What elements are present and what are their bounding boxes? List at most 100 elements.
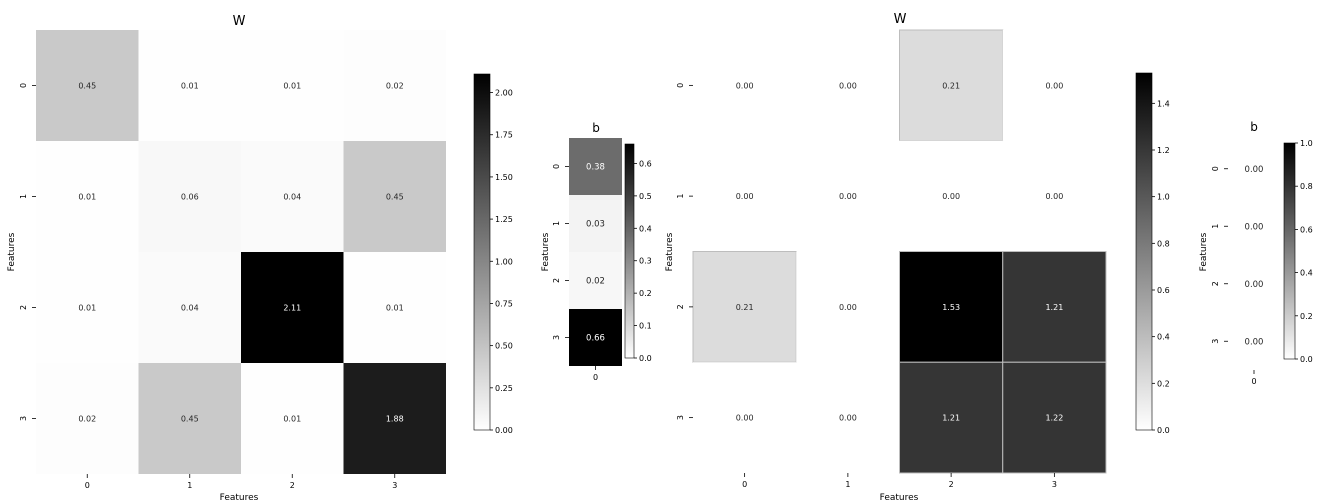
cell-value-label: 1.88	[386, 415, 404, 424]
colorbar-tick-label: 0.25	[495, 384, 513, 393]
cell-value-label: 0.00	[839, 414, 857, 423]
heatmap-cell	[692, 251, 797, 363]
heatmap-cell	[569, 195, 622, 252]
colorbar-tick-label: 1.0	[1157, 193, 1170, 202]
heatmap-cell	[36, 363, 139, 474]
y-tick-label: 1	[1211, 224, 1220, 229]
colorbar-tick-label: 1.4	[1157, 99, 1170, 108]
heatmap-cell	[1228, 140, 1280, 198]
x-tick-label: 1	[187, 481, 192, 490]
cell-value-label: 0.00	[1045, 192, 1063, 201]
heatmap-cell	[569, 138, 622, 195]
heatmap-cell	[343, 30, 446, 141]
heatmap-cell	[796, 30, 900, 141]
colorbar-tick-label: 0.75	[495, 299, 513, 308]
cell-value-label: 0.00	[736, 192, 754, 201]
heatmap-b-right-title: b	[1250, 120, 1258, 134]
colorbar-tick-label: 1.75	[495, 131, 513, 140]
cell-value-label: 0.02	[78, 415, 96, 424]
colorbar-frame	[473, 73, 491, 431]
heatmap-cell	[899, 29, 1004, 142]
colorbar-tick-label: 0.1	[639, 322, 652, 331]
x-tick-label: 1	[845, 480, 850, 489]
x-tick-label: 3	[1052, 480, 1057, 489]
cell-value-label: 0.04	[181, 304, 199, 313]
heatmap-cell	[899, 140, 1003, 252]
heatmap-w-left: W 0.45 0.01 0.01 0.020.01 0.06 0.04 0.450.01 0.…	[7, 14, 513, 503]
cell-value-label: 0.00	[839, 81, 857, 90]
heatmap-cell	[899, 251, 1004, 363]
heatmap-b-right-ylabel: Features	[1199, 232, 1209, 271]
heatmap-w-left-xlabel: Features	[220, 493, 259, 503]
cell-value-label: 0.01	[78, 193, 96, 202]
colorbar-frame	[624, 143, 635, 359]
cell-value-label: 0.45	[386, 193, 404, 202]
colorbar-tick-label: 1.00	[495, 257, 513, 266]
colorbar-tick-label: 1.50	[495, 173, 513, 182]
heatmap-cell	[1002, 361, 1107, 474]
heatmap-cell	[241, 363, 344, 474]
heatmap-b-right-cells: 0.00 0.00 0.00 0.00 0 0 1 2 3 0.0 0.2 0.4 0.6 0.8 1.0	[1211, 139, 1313, 386]
cell-value-label: 0.00	[839, 303, 857, 312]
heatmap-cell	[569, 252, 622, 309]
colorbar-tick-label: 0.0	[1300, 355, 1313, 364]
cell-value-label: 0.00	[1245, 222, 1264, 232]
heatmap-cell	[796, 251, 900, 363]
colorbar-tick-label: 0.50	[495, 342, 513, 351]
x-tick-label: 0	[1251, 377, 1256, 386]
heatmap-cell	[138, 30, 241, 141]
cell-value-label: 1.22	[1045, 414, 1063, 423]
cell-value-label: 0.01	[283, 415, 301, 424]
heatmap-cell	[343, 141, 446, 252]
cell-value-label: 0.00	[736, 81, 754, 90]
colorbar-tick-label: 0.5	[639, 192, 652, 201]
heatmap-cell	[138, 141, 241, 252]
heatmap-b-left-title: b	[592, 121, 600, 135]
y-tick-label: 2	[552, 278, 561, 283]
heatmap-b-left-cells: 0.38 0.03 0.02 0.66 0 0 1 2 3 0.0 0.1 0.2 0.3 0.4 0.5 0…	[552, 138, 652, 382]
y-tick-label: 3	[19, 416, 28, 421]
heatmap-b-left: b 0.380.030.020.66001230.00.10.20.30.40.…	[541, 121, 652, 382]
cell-value-label: 0.06	[181, 193, 199, 202]
colorbar-tick-label: 0.3	[639, 257, 652, 266]
heatmap-w-right-xlabel: Features	[880, 493, 919, 503]
cell-value-label: 0.01	[283, 82, 301, 91]
x-tick-label: 3	[392, 481, 397, 490]
heatmap-w-left-ylabel: Features	[7, 232, 17, 271]
cell-value-label: 1.21	[1045, 303, 1063, 312]
heatmap-cell	[343, 252, 446, 363]
heatmap-cell	[241, 252, 344, 363]
cell-value-label: 0.02	[386, 82, 404, 91]
heatmap-cell	[1228, 197, 1280, 255]
colorbar-tick-label: 0.8	[1157, 239, 1170, 248]
y-tick-label: 0	[676, 83, 685, 88]
colorbar-tick-label: 0.4	[639, 224, 652, 233]
cell-value-label: 0.00	[736, 414, 754, 423]
cell-value-label: 0.00	[839, 192, 857, 201]
cell-value-label: 0.21	[736, 303, 754, 312]
colorbar-tick-label: 0.8	[1300, 182, 1313, 191]
colorbar-tick-label: 0.2	[1157, 379, 1170, 388]
colorbar-tick-label: 2.00	[495, 89, 513, 98]
x-tick-label: 2	[949, 480, 954, 489]
y-tick-label: 0	[552, 164, 561, 169]
heatmap-cell	[899, 361, 1004, 474]
cell-value-label: 1.53	[942, 303, 960, 312]
colorbar-frame	[1135, 72, 1153, 431]
cell-value-label: 0.03	[586, 220, 605, 230]
heatmap-w-left-cells: 0.45 0.01 0.01 0.02 0.01 0.06 0.04 0.45 0.01 0.04…	[19, 30, 513, 490]
y-tick-label: 3	[552, 335, 561, 340]
colorbar-tick-label: 1.25	[495, 215, 513, 224]
cell-value-label: 0.45	[181, 415, 199, 424]
colorbar-tick-label: 0.0	[1157, 426, 1170, 435]
x-tick-label: 0	[85, 481, 90, 490]
cell-value-label: 1.21	[942, 414, 960, 423]
cell-value-label: 0.21	[942, 81, 960, 90]
cell-value-label: 0.00	[1045, 81, 1063, 90]
heatmap-cell	[796, 362, 900, 473]
cell-value-label: 0.01	[78, 304, 96, 313]
heatmap-cell	[36, 252, 139, 363]
y-tick-label: 1	[19, 194, 28, 199]
colorbar-tick-label: 0.2	[1300, 312, 1313, 321]
colorbar-tick-label: 0.2	[639, 289, 652, 298]
